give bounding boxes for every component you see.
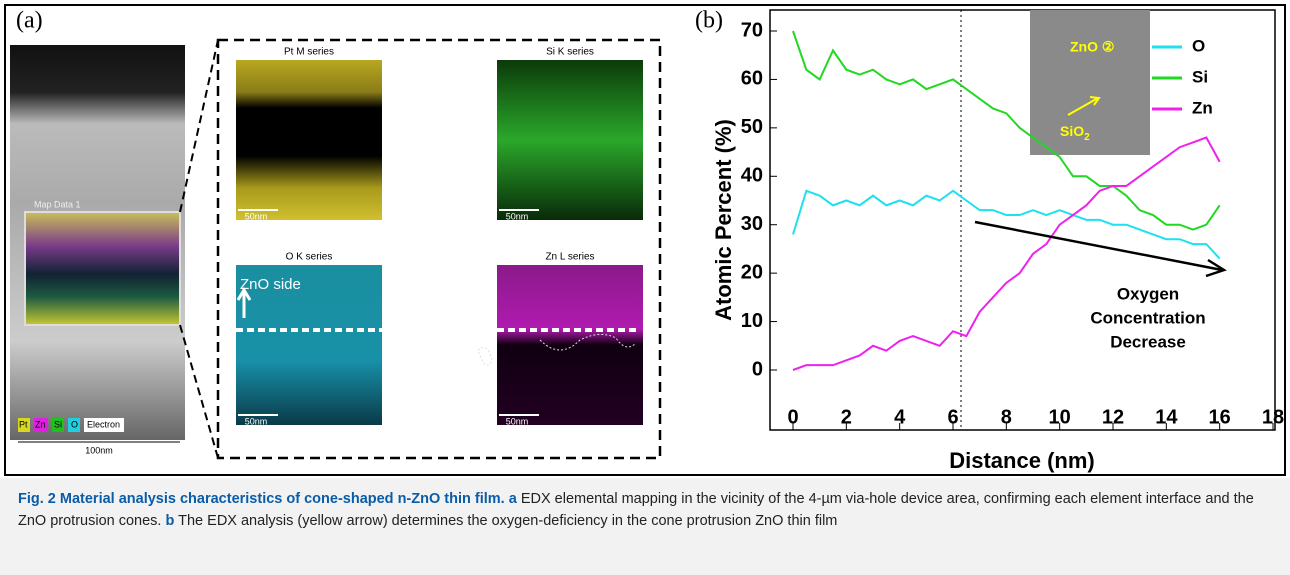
figure-frame — [4, 4, 1286, 476]
y-tick-label: 30 — [741, 213, 763, 235]
up-arrow — [236, 287, 252, 318]
map-title: Si K series — [546, 47, 594, 58]
annotation-arrow — [974, 220, 1227, 278]
figure: (a) Map Data 1 Pt Zn Si O Electron 100nm… — [4, 4, 1286, 476]
map-label: Map Data 1 — [34, 199, 81, 209]
element-map — [236, 265, 382, 425]
x-tick-label: 4 — [894, 406, 906, 428]
inset-image — [1030, 10, 1150, 155]
y-tick-label: 0 — [752, 358, 763, 380]
caption-text: The EDX analysis (yellow arrow) determin… — [178, 513, 838, 529]
series-line — [792, 189, 1221, 260]
legend-label: Zn — [1192, 98, 1213, 117]
caption-label: b — [165, 513, 175, 529]
y-tick-label: 20 — [741, 261, 763, 283]
x-tick-label: 2 — [841, 406, 852, 428]
x-tick-label: 0 — [787, 406, 798, 428]
caption-label: a — [508, 491, 517, 507]
inset-arrow — [1067, 96, 1101, 116]
element-legend: Pt Zn Si O Electron — [18, 418, 124, 432]
map-title: O K series — [286, 252, 333, 263]
legend-label: Si — [1192, 67, 1208, 86]
element-map — [497, 265, 643, 425]
legend-swatch — [18, 418, 30, 432]
y-axis-label: Atomic Percent (%) — [711, 119, 736, 321]
legend-swatch — [68, 418, 80, 432]
map-title: Zn L series — [545, 252, 594, 263]
legend-swatch — [34, 418, 48, 432]
x-tick-label: 10 — [1049, 406, 1071, 428]
legend-label: Zn — [35, 419, 46, 429]
caption-text: EDX elemental mapping in the vicinity of… — [18, 491, 1254, 529]
y-tick-label: 50 — [741, 116, 763, 138]
zoom-box — [216, 38, 662, 460]
zoom-line — [179, 39, 219, 213]
x-tick-label: 12 — [1102, 406, 1124, 428]
scale-label: 50nm — [245, 211, 268, 221]
legend-swatch — [52, 418, 64, 432]
y-tick-label: 40 — [741, 165, 763, 187]
panel-label: (b) — [695, 8, 723, 34]
caption-title: Fig. 2 Material analysis characteristics… — [18, 491, 505, 507]
annotation-text: Oxygen — [1117, 284, 1179, 303]
inset-label: ZnO ② — [1070, 39, 1114, 55]
x-tick-label: 8 — [1001, 406, 1012, 428]
series-line — [792, 30, 1221, 231]
cone-outline — [477, 334, 637, 366]
legend-label: Pt — [19, 419, 28, 429]
x-tick-label: 18 — [1262, 406, 1284, 428]
element-map — [236, 60, 382, 220]
legend-swatch — [84, 418, 124, 432]
map-note: ZnO side — [240, 276, 301, 293]
annotation-text: Decrease — [1110, 332, 1186, 351]
x-tick-label: 16 — [1209, 406, 1231, 428]
zoom-line — [179, 324, 219, 459]
inset-label: SiO2 — [1060, 123, 1090, 143]
caption: Fig. 2 Material analysis characteristics… — [0, 478, 1290, 575]
map-overlay — [24, 211, 181, 326]
scale-label: 50nm — [506, 211, 529, 221]
x-tick-label: 6 — [947, 406, 958, 428]
legend-label: O — [1192, 36, 1205, 55]
y-tick-label: 10 — [741, 310, 763, 332]
y-tick-label: 60 — [741, 68, 763, 90]
element-map — [497, 60, 643, 220]
annotation-text: Concentration — [1090, 308, 1205, 327]
scale-label: 50nm — [245, 416, 268, 426]
scale-label: 100nm — [85, 445, 113, 455]
y-tick-label: 70 — [741, 19, 763, 41]
series-line — [792, 136, 1221, 371]
element-maps: Pt M series 50nm Si K series 50nm O K series… — [236, 47, 643, 426]
map-title: Pt M series — [284, 47, 334, 58]
legend-label: O — [71, 419, 78, 429]
x-tick-label: 14 — [1155, 406, 1178, 428]
legend-label: Electron — [87, 419, 120, 429]
panel-label: (a) — [16, 8, 43, 34]
inset-label-sub: 2 — [1084, 132, 1090, 143]
plot-frame — [769, 9, 1276, 431]
scale-label: 50nm — [506, 416, 529, 426]
inset-label-main: SiO — [1060, 123, 1084, 139]
legend-label: Si — [54, 419, 62, 429]
x-axis-label: Distance (nm) — [949, 448, 1094, 473]
